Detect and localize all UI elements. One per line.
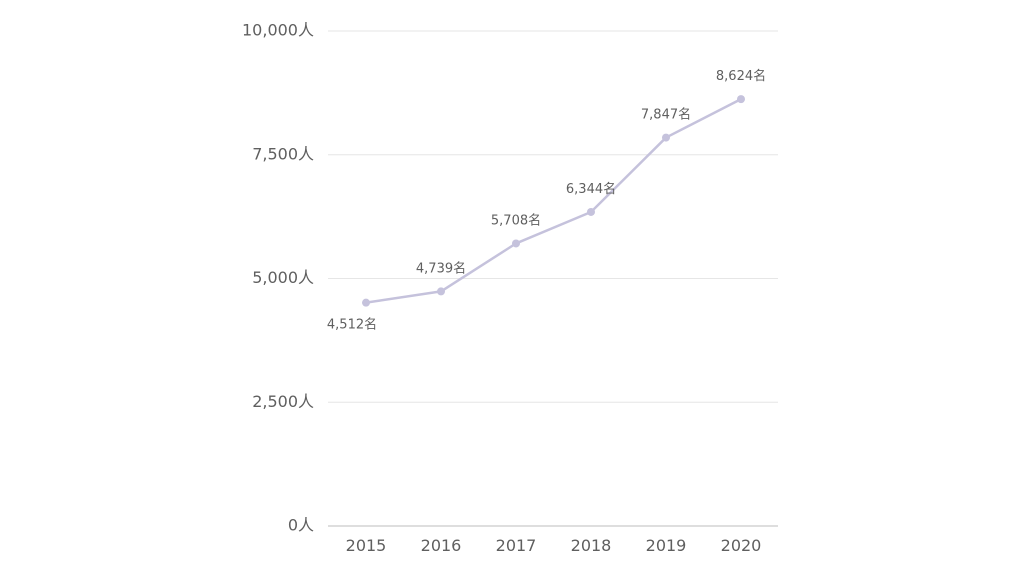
data-labels: 4,512名 4,739名 5,708名 6,344名 7,847名 8,624名: [327, 68, 766, 333]
x-tick-label: 2015: [346, 536, 387, 555]
data-point: [662, 133, 670, 142]
data-point: [737, 95, 745, 104]
x-tick-label: 2020: [721, 536, 762, 555]
y-tick-label: 5,000人: [252, 268, 314, 287]
y-tick-label: 10,000人: [242, 21, 314, 40]
data-point: [437, 287, 445, 296]
data-label: 6,344名: [566, 181, 616, 197]
series-line: [364, 97, 743, 304]
data-point: [587, 207, 595, 216]
data-point: [362, 298, 370, 307]
x-tick-label: 2016: [421, 536, 462, 555]
x-tick-label: 2017: [496, 536, 537, 555]
data-label: 5,708名: [491, 212, 541, 228]
gridlines: [328, 30, 778, 527]
data-label: 8,624名: [716, 68, 766, 84]
data-label: 4,512名: [327, 317, 377, 333]
y-tick-label: 0人: [288, 516, 314, 535]
data-point: [512, 239, 520, 248]
x-axis: 2015 2016 2017 2018 2019 2020: [346, 536, 762, 555]
y-axis: 0人 2,500人 5,000人 7,500人 10,000人: [242, 21, 314, 535]
y-tick-label: 2,500人: [252, 392, 314, 411]
data-label: 4,739名: [416, 260, 466, 276]
x-tick-label: 2019: [646, 536, 687, 555]
data-label: 7,847名: [641, 107, 691, 123]
y-tick-label: 7,500人: [252, 144, 314, 163]
series: [362, 95, 745, 307]
x-tick-label: 2018: [571, 536, 612, 555]
